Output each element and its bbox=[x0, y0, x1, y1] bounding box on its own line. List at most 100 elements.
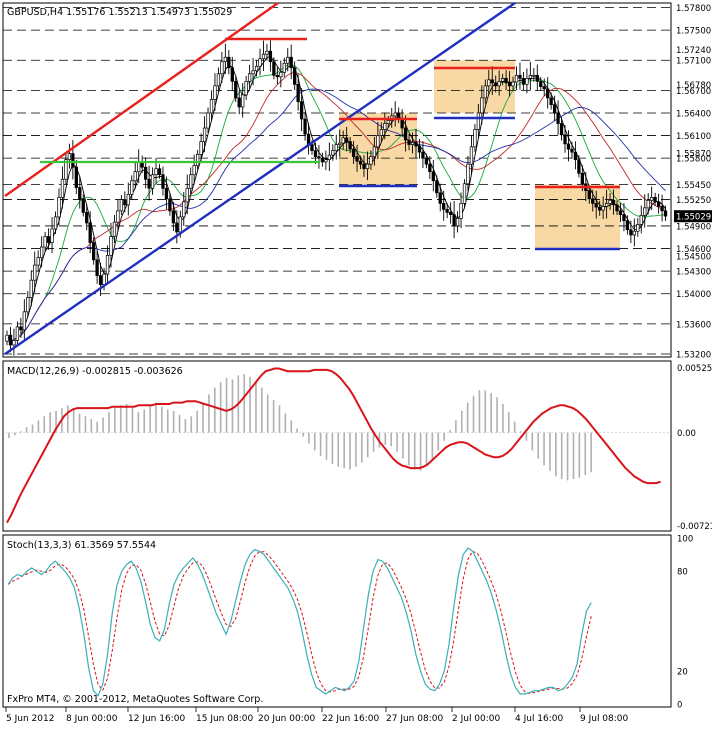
trendlines bbox=[4, 2, 620, 355]
price-panel-frame bbox=[2, 2, 672, 358]
candle-body-34 bbox=[123, 199, 127, 206]
macd-panel-frame bbox=[2, 360, 672, 532]
candle-body-59 bbox=[209, 99, 214, 114]
candle-body-6 bbox=[26, 297, 30, 313]
macd-header: MACD(12,26,9) -0.002815 -0.003626 bbox=[7, 366, 183, 377]
candle-body-140 bbox=[490, 79, 494, 84]
candle-body-189 bbox=[660, 206, 664, 212]
candle-body-103 bbox=[362, 163, 366, 170]
current-price-tag bbox=[674, 210, 712, 223]
candle-body-0 bbox=[5, 334, 9, 342]
price-label-16: 1.54000 bbox=[676, 290, 711, 300]
candle-body-85 bbox=[299, 101, 304, 120]
candle-body-106 bbox=[372, 146, 377, 158]
candle-body-27 bbox=[98, 275, 103, 286]
candle-body-17 bbox=[64, 159, 68, 180]
candle-body-21 bbox=[78, 187, 82, 200]
price-label-0: 1.57800 bbox=[676, 4, 711, 14]
candle-body-127 bbox=[445, 209, 449, 213]
candle-body-43 bbox=[154, 168, 158, 176]
candle-body-81 bbox=[286, 56, 290, 64]
candle-body-118 bbox=[414, 141, 418, 147]
candle-body-161 bbox=[563, 134, 567, 145]
candle-body-138 bbox=[483, 85, 487, 99]
candle-body-24 bbox=[88, 222, 92, 243]
candle-body-79 bbox=[279, 71, 283, 78]
candle-body-156 bbox=[546, 88, 550, 99]
candle-body-63 bbox=[223, 56, 228, 63]
candle-body-20 bbox=[74, 166, 78, 188]
candle-body-12 bbox=[46, 236, 51, 243]
candlesticks bbox=[5, 40, 668, 356]
candle-body-38 bbox=[137, 161, 141, 173]
candle-body-134 bbox=[469, 146, 474, 165]
candle-body-80 bbox=[282, 62, 286, 73]
time-label-9: 9 Jul 08:00 bbox=[580, 714, 629, 724]
price-label-12: 1.54900 bbox=[676, 222, 711, 232]
candle-body-3 bbox=[15, 326, 20, 341]
price-label-18: 1.53200 bbox=[676, 350, 711, 360]
price-label-8: 1.55870 bbox=[676, 149, 711, 159]
candle-body-26 bbox=[95, 259, 99, 277]
macd-indicator: 0.00525 0.00 -0.00721 bbox=[3, 364, 712, 532]
candle-body-78 bbox=[275, 74, 279, 78]
time-axis: 5 Jun 2012 8 Jun 00:00 12 Jun 16:00 15 Jun … bbox=[5, 707, 629, 724]
candle-body-179 bbox=[625, 220, 630, 231]
candle-body-9 bbox=[36, 257, 40, 266]
candle-body-22 bbox=[81, 198, 85, 213]
candle-body-44 bbox=[157, 168, 162, 176]
candle-body-40 bbox=[143, 166, 148, 180]
candle-body-115 bbox=[403, 127, 408, 141]
candle-body-144 bbox=[504, 77, 508, 84]
candle-body-166 bbox=[580, 172, 585, 185]
macd-signal-line bbox=[6, 367, 661, 524]
candle-body-72 bbox=[254, 65, 259, 72]
candle-body-99 bbox=[348, 141, 352, 150]
candle-body-149 bbox=[521, 77, 526, 85]
candle-body-132 bbox=[462, 183, 467, 204]
candle-body-184 bbox=[643, 207, 647, 216]
stoch-label-0: 100 bbox=[677, 535, 693, 545]
candle-body-168 bbox=[587, 190, 591, 200]
candle-body-13 bbox=[50, 228, 54, 243]
candle-body-45 bbox=[161, 174, 165, 189]
candle-body-55 bbox=[195, 154, 200, 167]
candle-body-177 bbox=[618, 210, 623, 215]
candle-body-109 bbox=[383, 123, 387, 130]
candle-body-67 bbox=[237, 97, 241, 108]
candle-body-97 bbox=[341, 137, 345, 144]
candle-body-113 bbox=[397, 112, 401, 119]
candle-body-47 bbox=[168, 198, 172, 212]
candle-body-66 bbox=[234, 80, 238, 99]
candle-body-91 bbox=[320, 157, 325, 163]
candle-body-70 bbox=[247, 73, 252, 82]
candle-body-36 bbox=[130, 180, 134, 195]
candle-body-84 bbox=[296, 83, 300, 103]
candle-body-15 bbox=[57, 196, 61, 218]
candle-body-11 bbox=[43, 236, 47, 248]
candle-body-112 bbox=[393, 112, 397, 117]
candle-body-62 bbox=[220, 61, 224, 75]
candle-body-164 bbox=[573, 151, 578, 161]
candle-body-19 bbox=[71, 153, 75, 168]
price-label-6: 1.56400 bbox=[676, 109, 711, 119]
candle-body-110 bbox=[386, 120, 390, 124]
candle-body-86 bbox=[303, 118, 307, 135]
symbol-header: GBPUSD,H4 1.55176 1.55213 1.54973 1.5502… bbox=[7, 7, 232, 18]
candle-body-53 bbox=[189, 174, 193, 189]
candle-body-104 bbox=[365, 163, 370, 170]
price-label-9: 1.55800 bbox=[676, 155, 711, 165]
candle-body-123 bbox=[431, 171, 435, 182]
candle-body-46 bbox=[164, 187, 169, 200]
candle-body-101 bbox=[355, 156, 359, 162]
candle-body-23 bbox=[85, 212, 89, 224]
time-label-6: 27 Jun 08:00 bbox=[386, 714, 443, 724]
candle-body-102 bbox=[358, 160, 363, 165]
candle-body-7 bbox=[29, 279, 33, 298]
stoch-panel-frame bbox=[2, 534, 672, 708]
candle-body-142 bbox=[497, 80, 501, 87]
candle-body-128 bbox=[448, 212, 453, 215]
